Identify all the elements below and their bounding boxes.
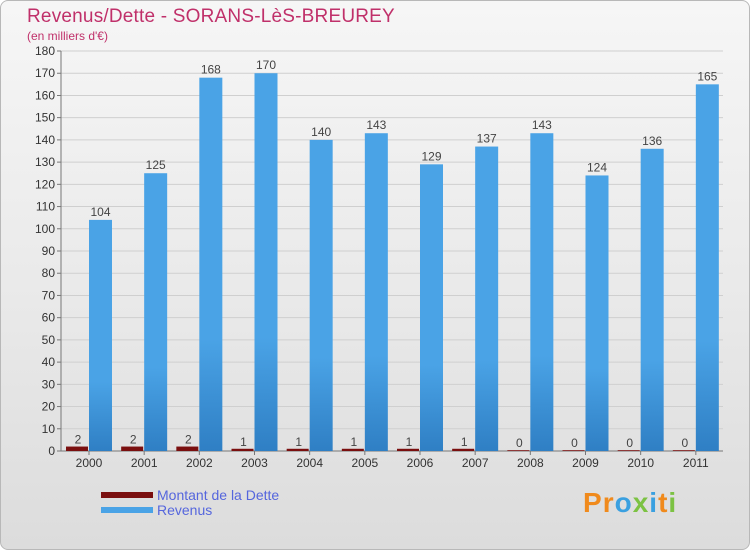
y-tick-label: 90 <box>42 244 56 258</box>
y-tick-label: 20 <box>42 400 56 414</box>
chart-title: Revenus/Dette - SORANS-LèS-BREUREY <box>27 6 395 27</box>
revenue-value-label: 165 <box>697 69 717 83</box>
y-tick-label: 40 <box>42 355 56 369</box>
debt-value-label: 1 <box>240 435 247 449</box>
y-tick-label: 180 <box>35 44 55 58</box>
revenue-bar <box>364 133 388 451</box>
proxiti-logo: Proxiti <box>583 487 677 519</box>
legend-item-debt: Montant de la Dette <box>101 486 280 503</box>
revenue-value-label: 136 <box>642 134 662 148</box>
legend: Montant de la Dette Revenus <box>101 486 280 518</box>
y-tick-label: 30 <box>42 377 56 391</box>
revenue-value-label: 125 <box>146 158 166 172</box>
revenue-value-label: 168 <box>201 63 221 77</box>
revenue-value-label: 143 <box>366 118 386 132</box>
x-tick-label: 2000 <box>76 456 103 470</box>
debt-bar <box>121 446 144 451</box>
revenue-value-label: 124 <box>587 160 607 174</box>
debt-value-label: 1 <box>461 435 468 449</box>
y-tick-label: 130 <box>35 155 55 169</box>
revenue-bar <box>420 164 443 452</box>
x-tick-label: 2007 <box>462 456 489 470</box>
x-tick-label: 2009 <box>572 456 599 470</box>
legend-label-debt: Montant de la Dette <box>157 486 280 503</box>
legend-swatch-debt <box>101 491 153 498</box>
x-tick-label: 2004 <box>296 456 323 470</box>
revenue-bar <box>89 219 112 451</box>
logo-letter: P <box>583 487 603 518</box>
debt-bar <box>562 450 585 451</box>
debt-value-label: 2 <box>185 433 192 447</box>
debt-value-label: 2 <box>75 433 82 447</box>
revenue-value-label: 129 <box>421 149 441 163</box>
revenue-bar <box>254 73 278 451</box>
revenue-bar <box>199 77 223 452</box>
x-tick-label: 2005 <box>351 456 378 470</box>
revenue-value-label: 140 <box>311 125 331 139</box>
debt-bar <box>231 448 254 451</box>
revenue-bar <box>309 139 333 451</box>
logo-letter: r <box>602 487 615 518</box>
debt-value-label: 1 <box>350 435 357 449</box>
x-tick-label: 2008 <box>517 456 544 470</box>
debt-bar <box>452 448 475 451</box>
legend-item-revenue: Revenus <box>101 501 279 518</box>
chart-subtitle: (en milliers d'€) <box>27 29 108 43</box>
debt-bar <box>397 448 419 451</box>
x-tick-label: 2010 <box>627 456 654 470</box>
debt-value-label: 0 <box>516 436 523 450</box>
debt-bar <box>176 446 199 451</box>
debt-bar <box>341 448 364 451</box>
revenue-value-label: 104 <box>90 205 110 219</box>
revenue-bar <box>475 146 499 452</box>
x-tick-label: 2011 <box>683 456 709 470</box>
debt-bar <box>66 446 88 451</box>
debt-value-label: 0 <box>681 436 688 450</box>
debt-value-label: 0 <box>626 436 633 450</box>
y-tick-label: 170 <box>35 66 55 80</box>
y-tick-label: 150 <box>35 111 55 125</box>
y-tick-label: 110 <box>36 200 55 214</box>
y-tick-label: 80 <box>42 266 56 280</box>
logo-letter: t <box>658 487 669 518</box>
revenue-bar <box>585 175 609 451</box>
y-tick-label: 100 <box>35 222 55 236</box>
revenue-value-label: 170 <box>256 58 276 72</box>
revenue-bar <box>640 148 664 451</box>
debt-bar <box>507 450 530 451</box>
logo-letter: x <box>632 487 650 518</box>
y-tick-label: 10 <box>42 422 56 436</box>
y-tick-label: 120 <box>35 177 55 191</box>
revenue-bar <box>695 84 719 451</box>
y-tick-label: 140 <box>35 133 55 147</box>
x-tick-label: 2006 <box>407 456 434 470</box>
debt-bar <box>617 450 640 451</box>
x-tick-label: 2003 <box>241 456 268 470</box>
logo-letter: o <box>614 487 633 518</box>
legend-swatch-revenue <box>101 506 153 513</box>
x-tick-label: 2002 <box>186 456 213 470</box>
y-tick-label: 70 <box>42 288 56 302</box>
revenue-value-label: 143 <box>532 118 552 132</box>
debt-bar <box>286 448 309 451</box>
revenue-bar <box>530 133 554 451</box>
logo-letter: i <box>649 487 659 518</box>
y-tick-label: 50 <box>42 333 56 347</box>
x-tick-label: 2001 <box>131 456 158 470</box>
y-tick-label: 60 <box>42 311 56 325</box>
debt-bar <box>672 450 695 451</box>
revenue-value-label: 137 <box>477 132 497 146</box>
y-tick-label: 160 <box>35 88 55 102</box>
debt-value-label: 2 <box>130 433 137 447</box>
legend-label-revenue: Revenus <box>157 501 213 518</box>
debt-value-label: 1 <box>295 435 302 449</box>
debt-value-label: 0 <box>571 436 578 450</box>
revenue-bar <box>144 173 168 451</box>
logo-letter: i <box>668 487 678 518</box>
debt-value-label: 1 <box>406 435 413 449</box>
y-tick-label: 0 <box>48 444 55 458</box>
